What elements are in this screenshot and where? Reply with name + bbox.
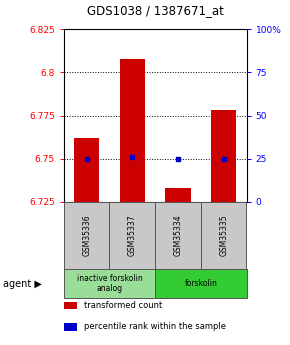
Point — [176, 156, 180, 161]
Text: GSM35336: GSM35336 — [82, 215, 91, 256]
Bar — [211, 110, 236, 202]
Text: transformed count: transformed count — [84, 301, 162, 310]
Text: percentile rank within the sample: percentile rank within the sample — [84, 322, 226, 331]
Point — [130, 154, 135, 160]
Text: GSM35335: GSM35335 — [219, 215, 228, 256]
Text: inactive forskolin
analog: inactive forskolin analog — [77, 274, 142, 294]
Text: agent ▶: agent ▶ — [3, 279, 42, 289]
Bar — [165, 188, 191, 202]
Text: GDS1038 / 1387671_at: GDS1038 / 1387671_at — [87, 4, 224, 17]
Bar — [120, 59, 145, 202]
Point — [84, 156, 89, 161]
Text: forskolin: forskolin — [184, 279, 217, 288]
Bar — [74, 138, 99, 202]
Point — [221, 156, 226, 161]
Text: GSM35337: GSM35337 — [128, 215, 137, 256]
Text: GSM35334: GSM35334 — [173, 215, 182, 256]
